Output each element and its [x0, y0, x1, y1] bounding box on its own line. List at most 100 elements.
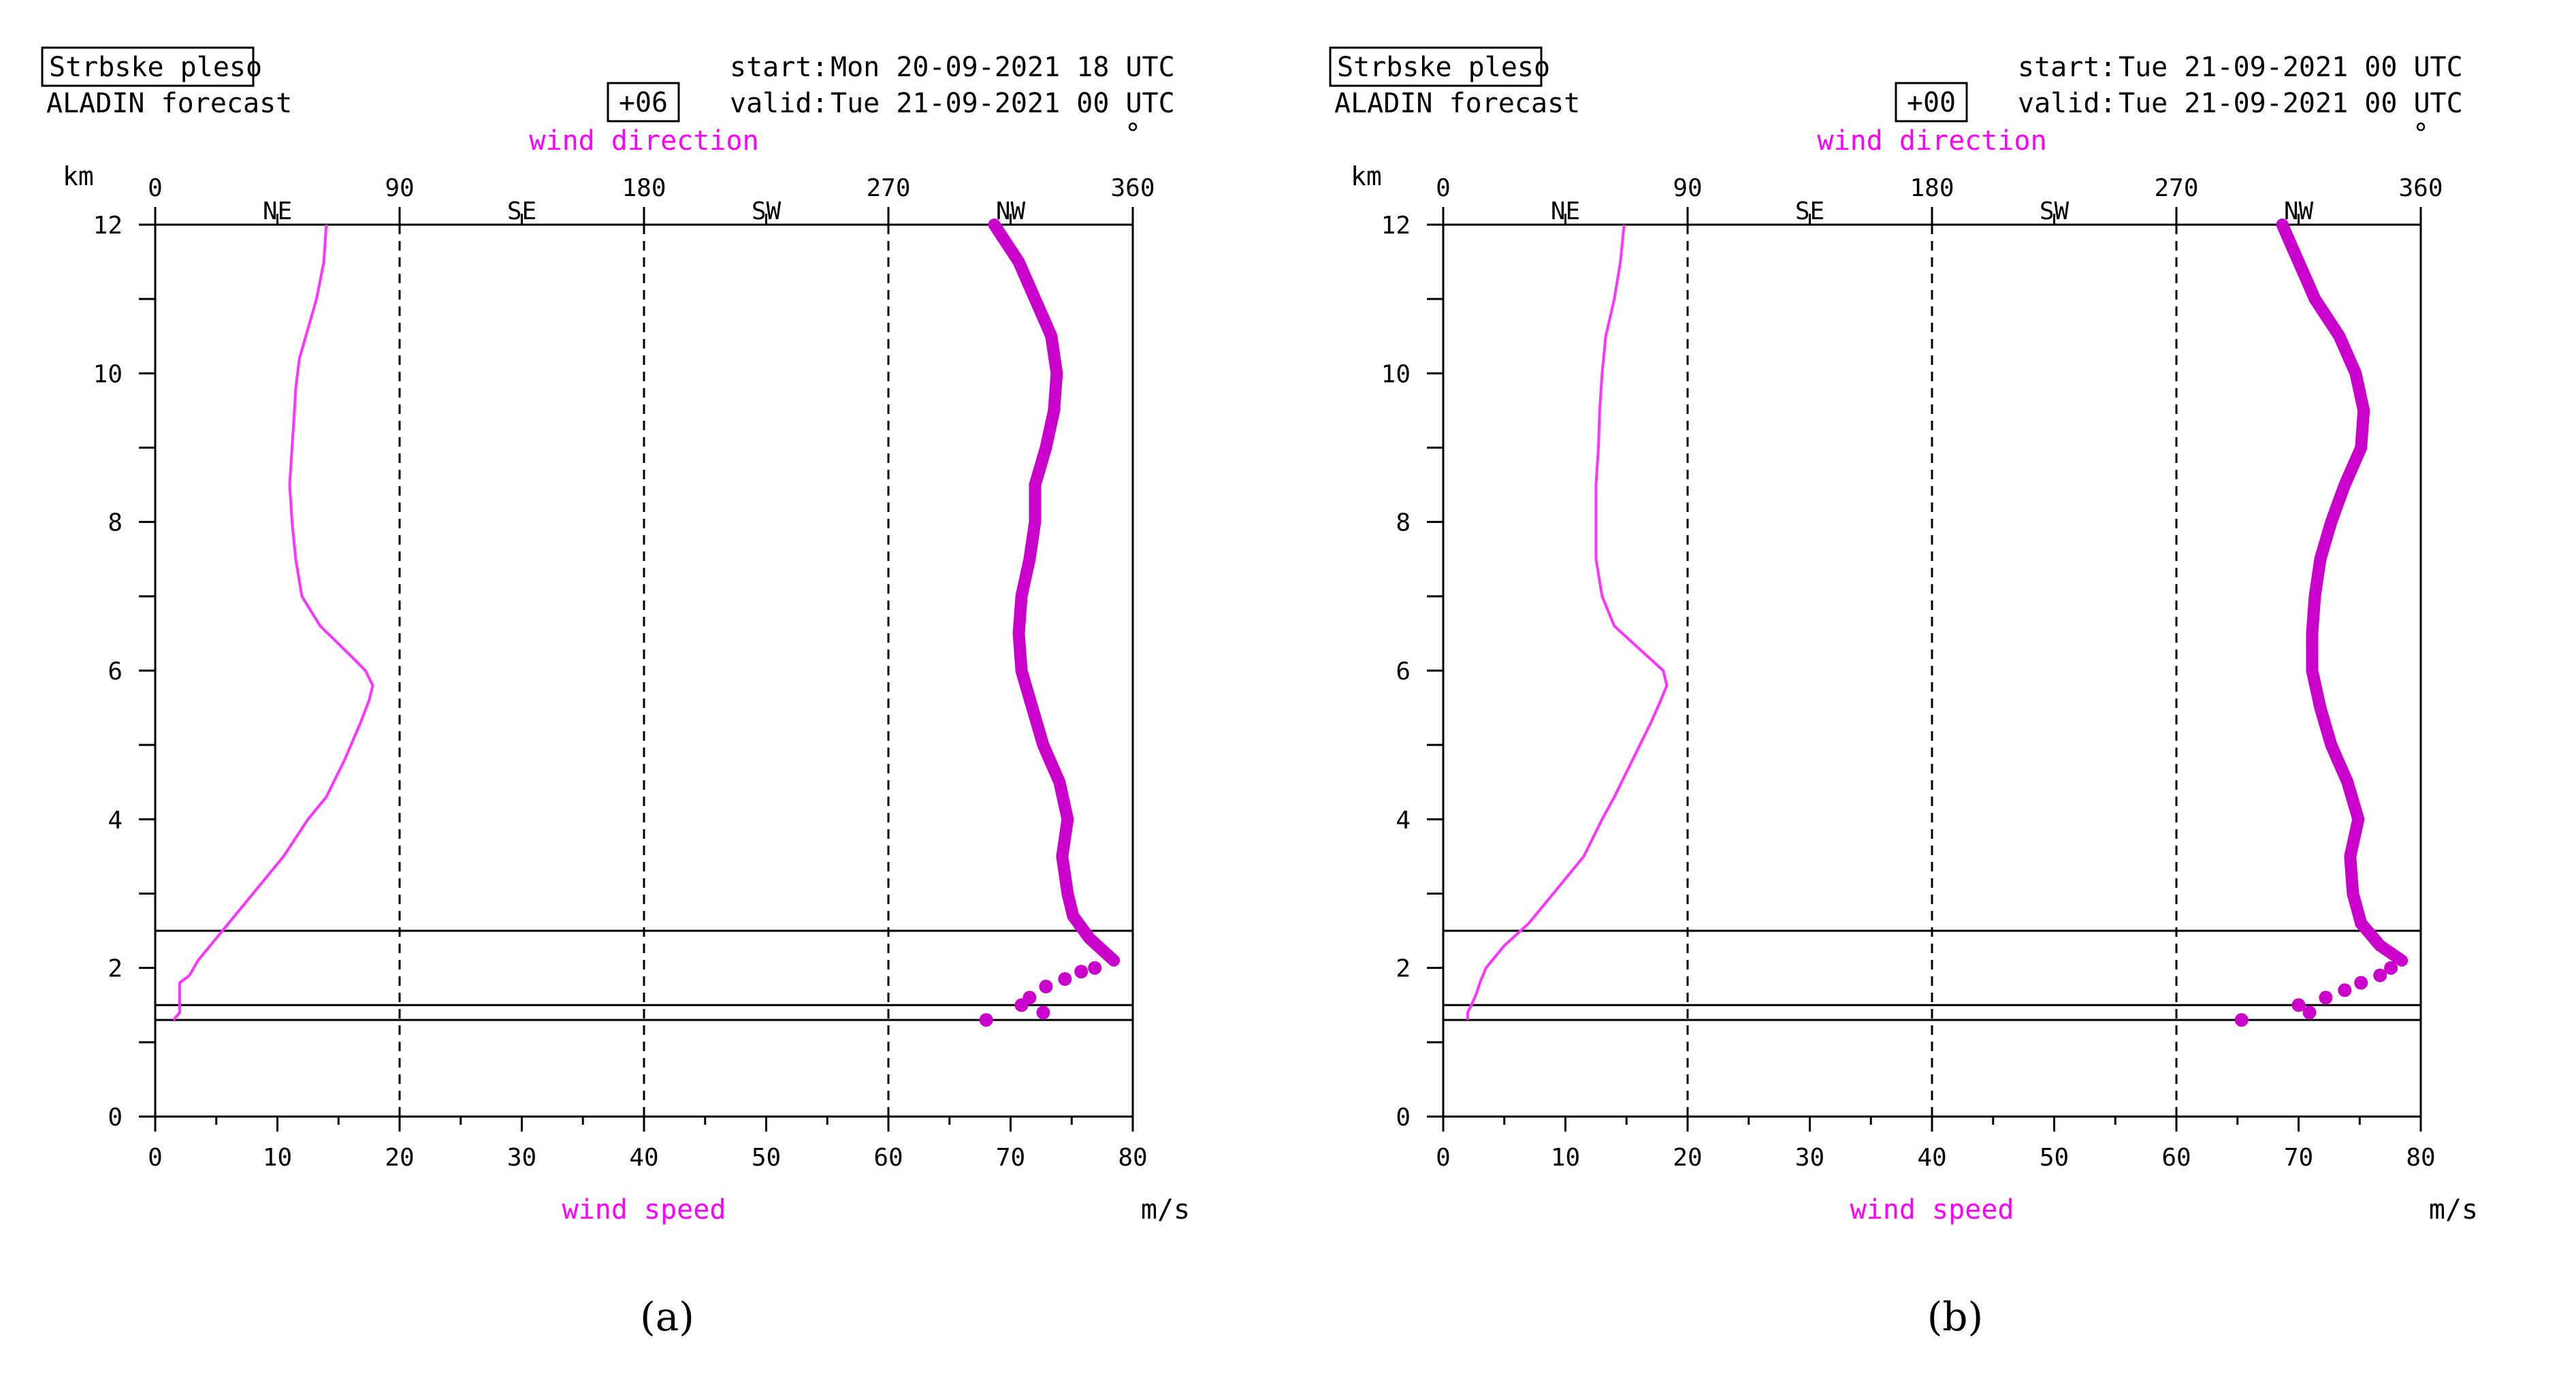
bottom-axis-title: wind speed: [1850, 1194, 2014, 1225]
dir-compass-label: NW: [996, 197, 1026, 225]
degree-mark: °: [2413, 118, 2429, 150]
wind-direction-point: [2234, 1013, 2249, 1027]
y-tick-label: 10: [1381, 360, 1411, 388]
start-datetime: Tue 21-09-2021 00 UTC: [2119, 52, 2463, 83]
wind-direction-point: [1088, 961, 1102, 975]
wind-direction-point: [2373, 968, 2387, 982]
wind-direction-point: [1023, 991, 1037, 1005]
x-tick-label: 20: [1673, 1144, 1702, 1172]
y-tick-label: 4: [1396, 806, 1411, 834]
model-label: ALADIN forecast: [46, 88, 292, 119]
x-unit: m/s: [1141, 1194, 1190, 1225]
dir-compass-label: SW: [2040, 197, 2070, 225]
y-tick-label: 12: [93, 212, 123, 240]
wind-profile-chart-b: Strbske pleso ALADIN forecast +00 start: Tue…: [1329, 46, 2478, 1225]
x-tick-label: 40: [1917, 1144, 1946, 1172]
x-tick-label: 60: [873, 1144, 903, 1172]
wind-direction-point: [2354, 976, 2368, 990]
x-tick-label: 50: [2040, 1144, 2069, 1172]
x-tick-label: 0: [1436, 1144, 1451, 1172]
start-datetime: Mon 20-09-2021 18 UTC: [831, 52, 1175, 83]
top-axis-title: wind direction: [1817, 125, 2046, 157]
station-name: Strbske pleso: [1337, 52, 1550, 83]
wind-direction-point: [1058, 972, 1072, 986]
y-tick-label: 0: [1396, 1104, 1411, 1132]
dir-tick-label: 0: [148, 174, 163, 202]
dir-tick-label: 270: [2154, 174, 2198, 202]
model-label: ALADIN forecast: [1334, 88, 1580, 119]
dir-compass-label: SW: [752, 197, 782, 225]
x-tick-label: 70: [2284, 1144, 2313, 1172]
profile-panel-b: Strbske pleso ALADIN forecast +00 start: Tue…: [1288, 0, 2576, 1378]
wind-direction-point: [988, 219, 1001, 231]
x-tick-label: 0: [148, 1144, 163, 1172]
y-tick-label: 10: [93, 360, 123, 388]
x-tick-label: 40: [629, 1144, 658, 1172]
wind-speed-line: [1466, 224, 1669, 1021]
x-tick-label: 60: [2161, 1144, 2191, 1172]
x-tick-label: 70: [996, 1144, 1025, 1172]
dir-tick-label: 360: [2398, 174, 2443, 202]
wind-profile-chart-a: Strbske pleso ALADIN forecast +06 start: Mon…: [41, 46, 1190, 1225]
station-box: [1329, 46, 1543, 87]
lead-time: +00: [1907, 87, 1956, 118]
valid-datetime: Tue 21-09-2021 00 UTC: [831, 88, 1175, 119]
x-tick-label: 20: [385, 1144, 414, 1172]
dir-tick-label: 0: [1436, 174, 1451, 202]
wind-direction-point: [2291, 998, 2306, 1012]
wind-direction-point: [1036, 1006, 1050, 1020]
y-tick-label: 8: [108, 509, 123, 537]
y-tick-label: 0: [108, 1104, 123, 1132]
top-axis-title: wind direction: [529, 125, 758, 157]
x-tick-label: 10: [263, 1144, 292, 1172]
station-name: Strbske pleso: [49, 52, 262, 83]
wind-direction-point: [2276, 219, 2289, 231]
dir-compass-label: NW: [2284, 197, 2314, 225]
y-tick-label: 6: [108, 658, 123, 686]
x-tick-label: 80: [2406, 1144, 2435, 1172]
x-unit: m/s: [2429, 1194, 2478, 1225]
profile-panel-a: Strbske pleso ALADIN forecast +06 start: Mon…: [41, 46, 1190, 1340]
dir-tick-label: 180: [622, 174, 666, 202]
y-unit: km: [1351, 161, 1382, 191]
x-tick-label: 30: [1795, 1144, 1824, 1172]
y-tick-label: 2: [108, 955, 123, 983]
valid-label: valid:: [2018, 88, 2116, 119]
bottom-axis-title: wind speed: [562, 1194, 726, 1225]
lead-box: [1895, 82, 1968, 123]
dir-compass-label: NE: [263, 197, 292, 225]
lead-box: [607, 82, 680, 123]
wind-direction-point: [2338, 983, 2352, 997]
dir-tick-label: 270: [866, 174, 910, 202]
dir-compass-label: SE: [507, 197, 536, 225]
degree-mark: °: [1125, 118, 1141, 150]
wind-direction-point: [2302, 1006, 2317, 1020]
y-unit: km: [63, 161, 94, 191]
valid-datetime: Tue 21-09-2021 00 UTC: [2119, 88, 2463, 119]
wind-direction-point: [1074, 965, 1089, 979]
y-tick-label: 8: [1396, 509, 1411, 537]
lead-time: +06: [619, 87, 668, 118]
x-tick-label: 50: [752, 1144, 781, 1172]
wind-direction-point: [2384, 961, 2398, 975]
dir-tick-label: 180: [1910, 174, 1954, 202]
start-label: start:: [2018, 52, 2116, 83]
dir-tick-label: 360: [1110, 174, 1155, 202]
y-tick-label: 12: [1381, 212, 1411, 240]
wind-speed-line: [172, 224, 374, 1021]
x-tick-label: 10: [1551, 1144, 1580, 1172]
wind-direction-point: [2319, 991, 2333, 1005]
x-tick-label: 80: [1118, 1144, 1147, 1172]
station-box: [41, 46, 255, 87]
x-tick-label: 30: [507, 1144, 536, 1172]
wind-direction-point: [1039, 980, 1053, 993]
dir-tick-label: 90: [385, 174, 414, 202]
y-tick-label: 2: [1396, 955, 1411, 983]
dir-compass-label: NE: [1551, 197, 1580, 225]
y-tick-label: 6: [1396, 658, 1411, 686]
caption-a: (a): [640, 1294, 694, 1340]
dir-tick-label: 90: [1673, 174, 1702, 202]
valid-label: valid:: [730, 88, 828, 119]
dir-compass-label: SE: [1795, 197, 1824, 225]
y-tick-label: 4: [108, 806, 123, 834]
